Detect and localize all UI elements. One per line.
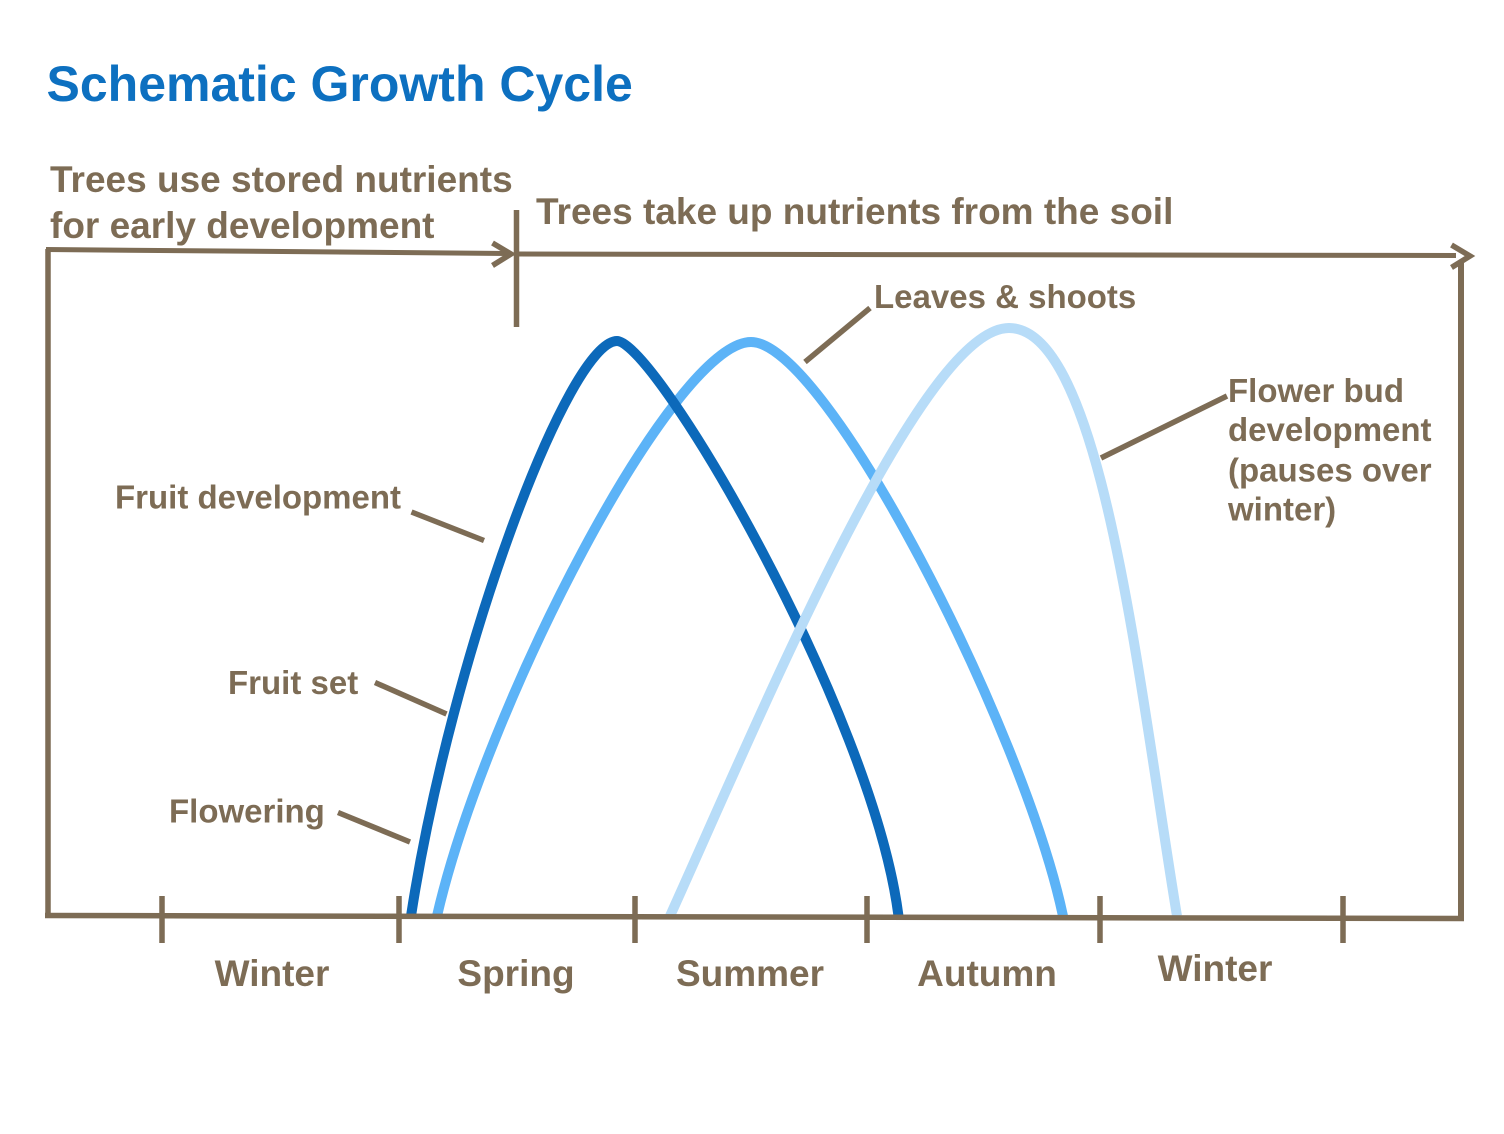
svg-text:Flowering: Flowering xyxy=(169,793,325,830)
svg-text:Fruit set: Fruit set xyxy=(228,664,358,701)
svg-text:Schematic Growth Cycle: Schematic Growth Cycle xyxy=(47,56,633,112)
svg-text:Leaves & shoots: Leaves & shoots xyxy=(874,278,1136,315)
svg-text:Autumn: Autumn xyxy=(917,953,1057,994)
svg-text:Flower bud: Flower bud xyxy=(1228,372,1404,409)
svg-text:Trees use stored nutrients: Trees use stored nutrients xyxy=(50,159,513,200)
svg-text:development: development xyxy=(1228,411,1432,448)
svg-text:Winter: Winter xyxy=(1158,948,1273,989)
svg-text:Summer: Summer xyxy=(676,953,824,994)
svg-text:Spring: Spring xyxy=(457,953,574,994)
svg-text:winter): winter) xyxy=(1227,491,1336,528)
svg-text:Trees take up nutrients from t: Trees take up nutrients from the soil xyxy=(536,191,1173,232)
svg-text:Fruit development: Fruit development xyxy=(115,479,401,516)
svg-text:(pauses over: (pauses over xyxy=(1228,452,1432,489)
svg-text:Winter: Winter xyxy=(215,953,330,994)
svg-text:for early development: for early development xyxy=(50,205,435,246)
